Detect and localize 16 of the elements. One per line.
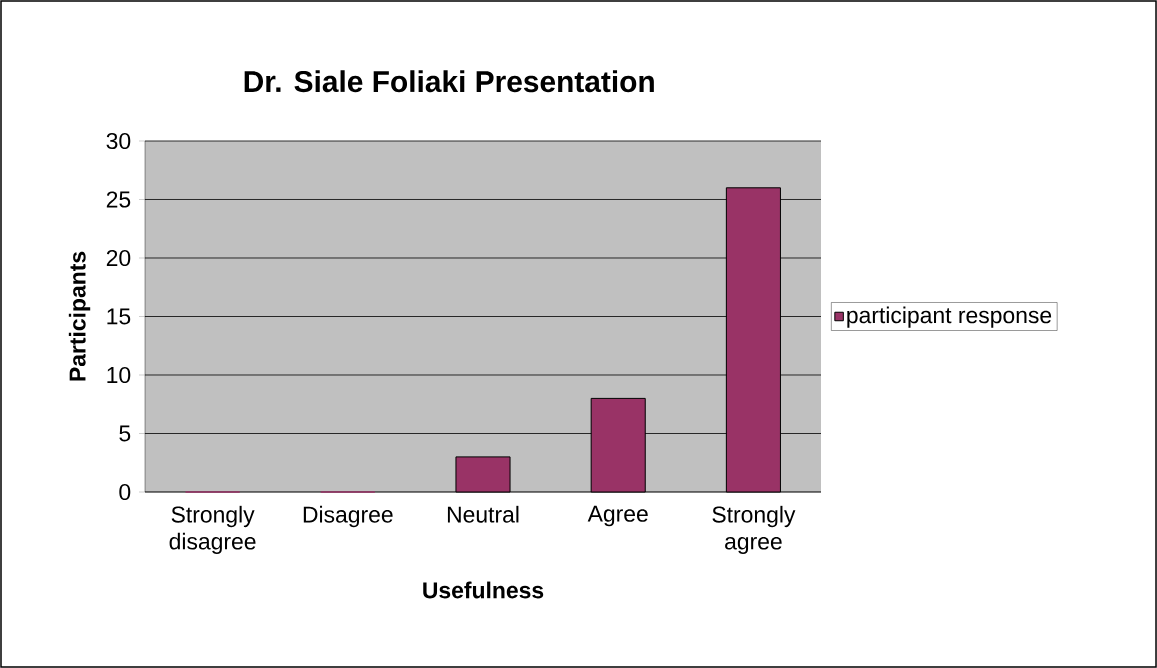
y-tick-label: 0 bbox=[119, 483, 131, 501]
x-tick-label: Strongly disagree bbox=[169, 505, 256, 555]
y-tick-label: 15 bbox=[107, 308, 131, 325]
y-tick-label: 20 bbox=[106, 249, 131, 267]
legend-label: participant response bbox=[847, 306, 1052, 328]
y-tick-label: 30 bbox=[106, 132, 131, 150]
y-tick-label: 25 bbox=[106, 191, 131, 208]
x-axis-title: Usefulness bbox=[423, 581, 544, 599]
chart-title: Dr. Siale Foliaki Presentation bbox=[244, 70, 654, 93]
y-tick-label: 5 bbox=[119, 425, 131, 442]
y-axis-title: Participants bbox=[68, 251, 91, 381]
x-tick-label: Neutral bbox=[447, 505, 519, 523]
x-tick-label: Disagree bbox=[303, 505, 393, 528]
y-tick-label: 10 bbox=[107, 366, 131, 384]
x-tick-label: Strongly agree bbox=[712, 505, 796, 555]
x-tick-label: Agree bbox=[587, 505, 648, 527]
